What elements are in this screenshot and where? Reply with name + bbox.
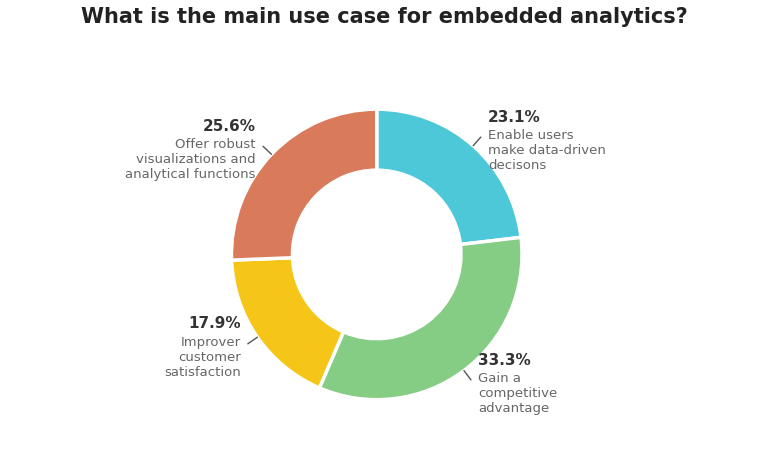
- Title: What is the main use case for embedded analytics?: What is the main use case for embedded a…: [81, 7, 687, 27]
- Text: 17.9%: 17.9%: [188, 316, 240, 331]
- Text: 25.6%: 25.6%: [203, 119, 256, 134]
- Text: 23.1%: 23.1%: [488, 110, 541, 125]
- Text: Gain a
competitive
advantage: Gain a competitive advantage: [478, 372, 558, 415]
- Wedge shape: [231, 109, 377, 260]
- Wedge shape: [232, 258, 343, 388]
- Text: Improver
customer
satisfaction: Improver customer satisfaction: [164, 336, 240, 379]
- Wedge shape: [377, 109, 521, 244]
- Text: 33.3%: 33.3%: [478, 353, 531, 368]
- Text: Offer robust
visualizations and
analytical functions: Offer robust visualizations and analytic…: [125, 138, 256, 181]
- Text: Enable users
make data-driven
decisons: Enable users make data-driven decisons: [488, 129, 606, 172]
- Wedge shape: [319, 237, 522, 400]
